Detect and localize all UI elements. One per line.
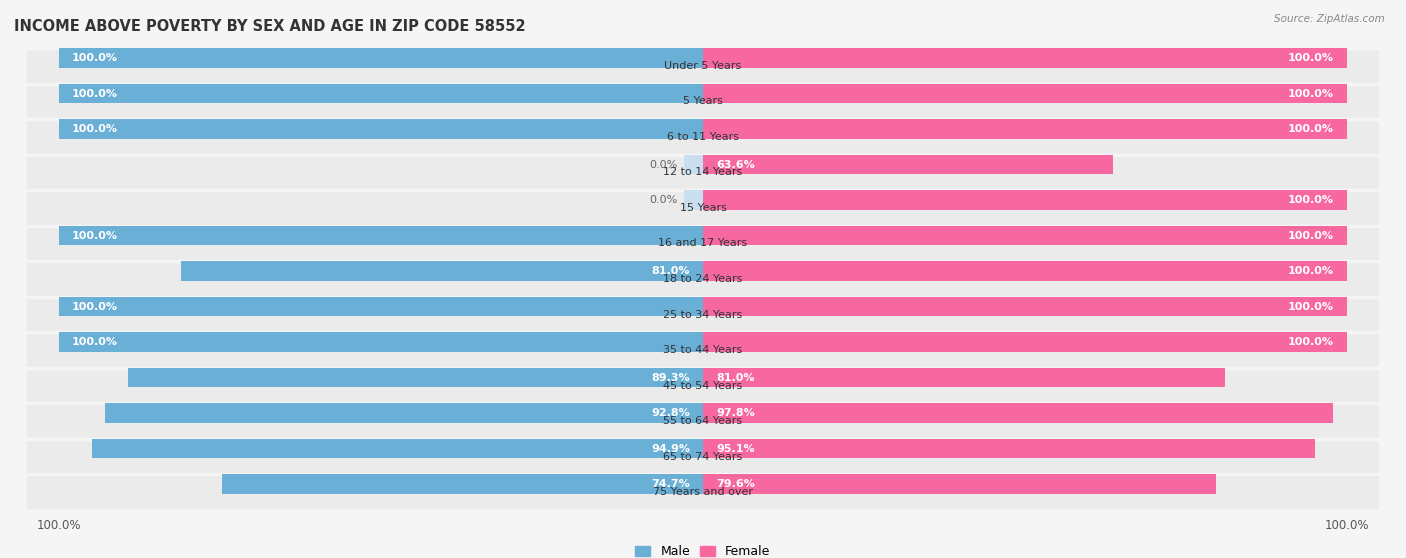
Text: 6 to 11 Years: 6 to 11 Years xyxy=(666,132,740,142)
Bar xyxy=(703,84,1347,103)
Bar xyxy=(703,474,1216,494)
FancyBboxPatch shape xyxy=(27,155,1379,190)
Text: 89.3%: 89.3% xyxy=(651,373,690,383)
Text: 35 to 44 Years: 35 to 44 Years xyxy=(664,345,742,355)
Text: 100.0%: 100.0% xyxy=(1288,124,1334,134)
Text: 100.0%: 100.0% xyxy=(72,302,118,312)
FancyBboxPatch shape xyxy=(27,262,1379,296)
Text: 18 to 24 Years: 18 to 24 Years xyxy=(664,274,742,284)
Bar xyxy=(703,119,1347,139)
Text: 100.0%: 100.0% xyxy=(72,89,118,99)
Legend: Male, Female: Male, Female xyxy=(630,540,776,558)
Text: 94.9%: 94.9% xyxy=(651,444,690,454)
Bar xyxy=(222,474,703,494)
Text: 65 to 74 Years: 65 to 74 Years xyxy=(664,451,742,461)
Bar xyxy=(703,226,1347,246)
Text: 100.0%: 100.0% xyxy=(1288,89,1334,99)
Bar xyxy=(59,226,703,246)
Text: 100.0%: 100.0% xyxy=(72,124,118,134)
Text: Under 5 Years: Under 5 Years xyxy=(665,61,741,71)
Text: 12 to 14 Years: 12 to 14 Years xyxy=(664,167,742,177)
Bar xyxy=(59,119,703,139)
Bar xyxy=(128,368,703,387)
Text: 63.6%: 63.6% xyxy=(716,160,755,170)
FancyBboxPatch shape xyxy=(27,49,1379,83)
Text: 25 to 34 Years: 25 to 34 Years xyxy=(664,310,742,320)
Text: 81.0%: 81.0% xyxy=(651,266,690,276)
Bar xyxy=(703,333,1347,352)
FancyBboxPatch shape xyxy=(27,475,1379,509)
Text: 0.0%: 0.0% xyxy=(650,160,678,170)
Text: 97.8%: 97.8% xyxy=(716,408,755,418)
Text: 15 Years: 15 Years xyxy=(679,203,727,213)
Text: 100.0%: 100.0% xyxy=(72,53,118,63)
Text: INCOME ABOVE POVERTY BY SEX AND AGE IN ZIP CODE 58552: INCOME ABOVE POVERTY BY SEX AND AGE IN Z… xyxy=(14,19,526,33)
Bar xyxy=(703,297,1347,316)
Bar xyxy=(59,297,703,316)
Text: 81.0%: 81.0% xyxy=(716,373,755,383)
FancyBboxPatch shape xyxy=(27,119,1379,155)
Text: 45 to 54 Years: 45 to 54 Years xyxy=(664,381,742,391)
FancyBboxPatch shape xyxy=(27,333,1379,367)
Text: 100.0%: 100.0% xyxy=(1288,266,1334,276)
Bar xyxy=(683,190,703,210)
Text: 55 to 64 Years: 55 to 64 Years xyxy=(664,416,742,426)
Bar xyxy=(91,439,703,459)
Bar xyxy=(703,49,1347,68)
Bar xyxy=(703,368,1225,387)
Bar xyxy=(181,261,703,281)
FancyBboxPatch shape xyxy=(27,84,1379,119)
Text: 75 Years and over: 75 Years and over xyxy=(652,487,754,497)
Text: 100.0%: 100.0% xyxy=(72,337,118,347)
Bar xyxy=(703,190,1347,210)
Text: 79.6%: 79.6% xyxy=(716,479,755,489)
Bar xyxy=(683,155,703,175)
Text: Source: ZipAtlas.com: Source: ZipAtlas.com xyxy=(1274,14,1385,24)
Text: 5 Years: 5 Years xyxy=(683,97,723,107)
FancyBboxPatch shape xyxy=(27,297,1379,332)
Text: 100.0%: 100.0% xyxy=(72,230,118,240)
Text: 100.0%: 100.0% xyxy=(1288,302,1334,312)
Bar xyxy=(703,403,1333,423)
Bar xyxy=(703,155,1112,175)
FancyBboxPatch shape xyxy=(27,191,1379,225)
FancyBboxPatch shape xyxy=(27,403,1379,439)
Text: 16 and 17 Years: 16 and 17 Years xyxy=(658,238,748,248)
Text: 100.0%: 100.0% xyxy=(1288,230,1334,240)
FancyBboxPatch shape xyxy=(27,226,1379,261)
Text: 95.1%: 95.1% xyxy=(716,444,755,454)
Bar xyxy=(59,333,703,352)
Bar xyxy=(59,84,703,103)
Text: 100.0%: 100.0% xyxy=(1288,195,1334,205)
FancyBboxPatch shape xyxy=(27,368,1379,403)
Text: 0.0%: 0.0% xyxy=(650,195,678,205)
Text: 100.0%: 100.0% xyxy=(1288,337,1334,347)
Bar xyxy=(59,49,703,68)
FancyBboxPatch shape xyxy=(27,439,1379,474)
Text: 74.7%: 74.7% xyxy=(651,479,690,489)
Bar xyxy=(703,439,1316,459)
Text: 100.0%: 100.0% xyxy=(1288,53,1334,63)
Bar xyxy=(105,403,703,423)
Bar xyxy=(703,261,1347,281)
Text: 92.8%: 92.8% xyxy=(651,408,690,418)
